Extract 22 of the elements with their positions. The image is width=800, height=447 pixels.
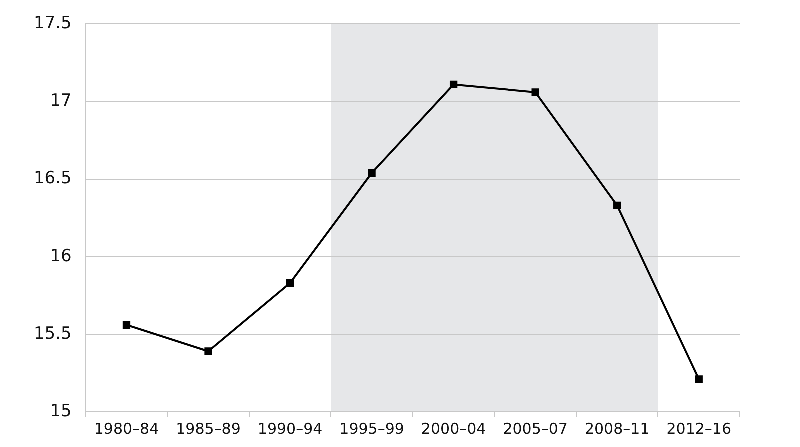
point (368, 169, 376, 177)
x-tick-label: 1985–89 (176, 420, 241, 438)
point (614, 202, 622, 210)
x-tick-label: 2012–16 (666, 420, 732, 438)
x-tick-label: 2005–07 (503, 420, 568, 438)
x-tick-label: 2000–04 (421, 420, 486, 438)
y-tick-label: 17.5 (34, 14, 72, 34)
y-tick-label: 16.5 (34, 168, 72, 189)
x-tick-label: 1995–99 (340, 420, 404, 438)
x-tick-label: 1990–94 (258, 420, 323, 438)
x-tick-label: 2008–11 (584, 420, 650, 438)
x-tick-label: 1980–84 (94, 420, 160, 438)
point (286, 279, 294, 288)
point (532, 88, 540, 96)
y-tick-label: 15.5 (34, 324, 72, 344)
point (450, 80, 458, 89)
point (122, 321, 131, 329)
y-tick-label: 17 (50, 91, 72, 112)
point (204, 348, 212, 356)
point (695, 376, 703, 384)
y-tick-label: 16 (50, 246, 72, 266)
y-tick-label: 15 (50, 401, 72, 422)
